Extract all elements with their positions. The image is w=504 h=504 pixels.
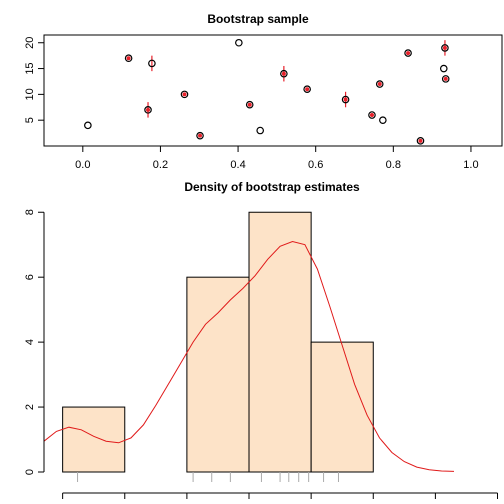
rug-marks [77, 472, 339, 482]
histogram-y-tick-label: 8 [24, 209, 36, 215]
scatter-axes: 0.0 0.2 0.4 0.6 0.8 1.0 5 10 15 20 [24, 37, 479, 171]
histogram-y-tick-label: 6 [24, 274, 36, 280]
histogram-axes: 024680.400.450.500.550.600.650.700.75 [24, 209, 504, 504]
histogram-bar [186, 276, 250, 473]
histogram-y-tick-label: 0 [24, 469, 36, 475]
scatter-plot-box [43, 34, 503, 147]
scatter-x-tick-label: 1.0 [463, 159, 478, 171]
scatter-point-highlight [198, 133, 203, 138]
scatter-point-highlight [369, 113, 374, 118]
scatter-point-highlight [146, 107, 151, 112]
scatter-x-tick-label: 0.4 [230, 159, 245, 171]
scatter-point [84, 121, 92, 130]
histogram-bar [62, 406, 126, 473]
scatter-point [416, 137, 425, 145]
scatter-point-highlight [443, 76, 448, 81]
scatter-x-tick-label: 0.8 [386, 159, 401, 171]
scatter-point [280, 69, 288, 78]
scatter-y-tick-label: 5 [24, 117, 36, 123]
scatter-point-highlight [126, 56, 131, 61]
scatter-point [341, 95, 350, 104]
scatter-point [196, 131, 204, 140]
scatter-y-tick-label: 15 [24, 62, 36, 74]
scatter-point [303, 85, 311, 94]
scatter-x-tick-label: 0.6 [308, 159, 323, 171]
scatter-point-highlight [442, 45, 447, 50]
scatter-panel: Bootstrap sample 0.0 0.2 0.4 0.6 0.8 1.0 5 10 15… [24, 12, 503, 171]
histogram-title: Density of bootstrap estimates [184, 180, 360, 194]
scatter-x-tick-label: 0.0 [75, 159, 90, 171]
scatter-point [404, 49, 412, 57]
scatter-point [180, 90, 189, 99]
scatter-point-highlight [418, 138, 423, 143]
scatter-point-highlight [281, 71, 286, 76]
scatter-point-highlight [182, 92, 187, 97]
scatter-point [368, 111, 376, 119]
histogram-bar [310, 341, 374, 473]
scatter-point-highlight [343, 97, 348, 102]
scatter-y-tick-label: 10 [24, 88, 36, 100]
scatter-title: Bootstrap sample [207, 12, 309, 26]
scatter-point [441, 44, 449, 52]
density-curve [43, 240, 455, 472]
scatter-point [441, 75, 450, 83]
scatter-point-highlight [377, 82, 382, 87]
histogram-panel: Density of bootstrap estimates 024680.40… [24, 180, 504, 504]
scatter-point-highlight [406, 51, 411, 56]
histogram-y-tick-label: 2 [24, 404, 36, 410]
scatter-point-highlight [247, 102, 252, 107]
histogram-bars [62, 211, 374, 473]
scatter-point [235, 38, 243, 47]
scatter-point [375, 80, 384, 88]
scatter-point [379, 116, 387, 124]
scatter-point-highlight [305, 87, 310, 92]
scatter-point [439, 64, 448, 73]
scatter-y-tick-label: 20 [24, 37, 36, 49]
scatter-x-tick-label: 0.2 [153, 159, 168, 171]
scatter-point [148, 59, 156, 68]
scatter-point [256, 126, 264, 135]
scatter-point [144, 106, 152, 114]
histogram-bar [248, 211, 312, 473]
scatter-points [84, 38, 450, 145]
scatter-point [124, 54, 133, 63]
histogram-y-tick-label: 4 [24, 339, 36, 345]
scatter-point [245, 100, 254, 109]
